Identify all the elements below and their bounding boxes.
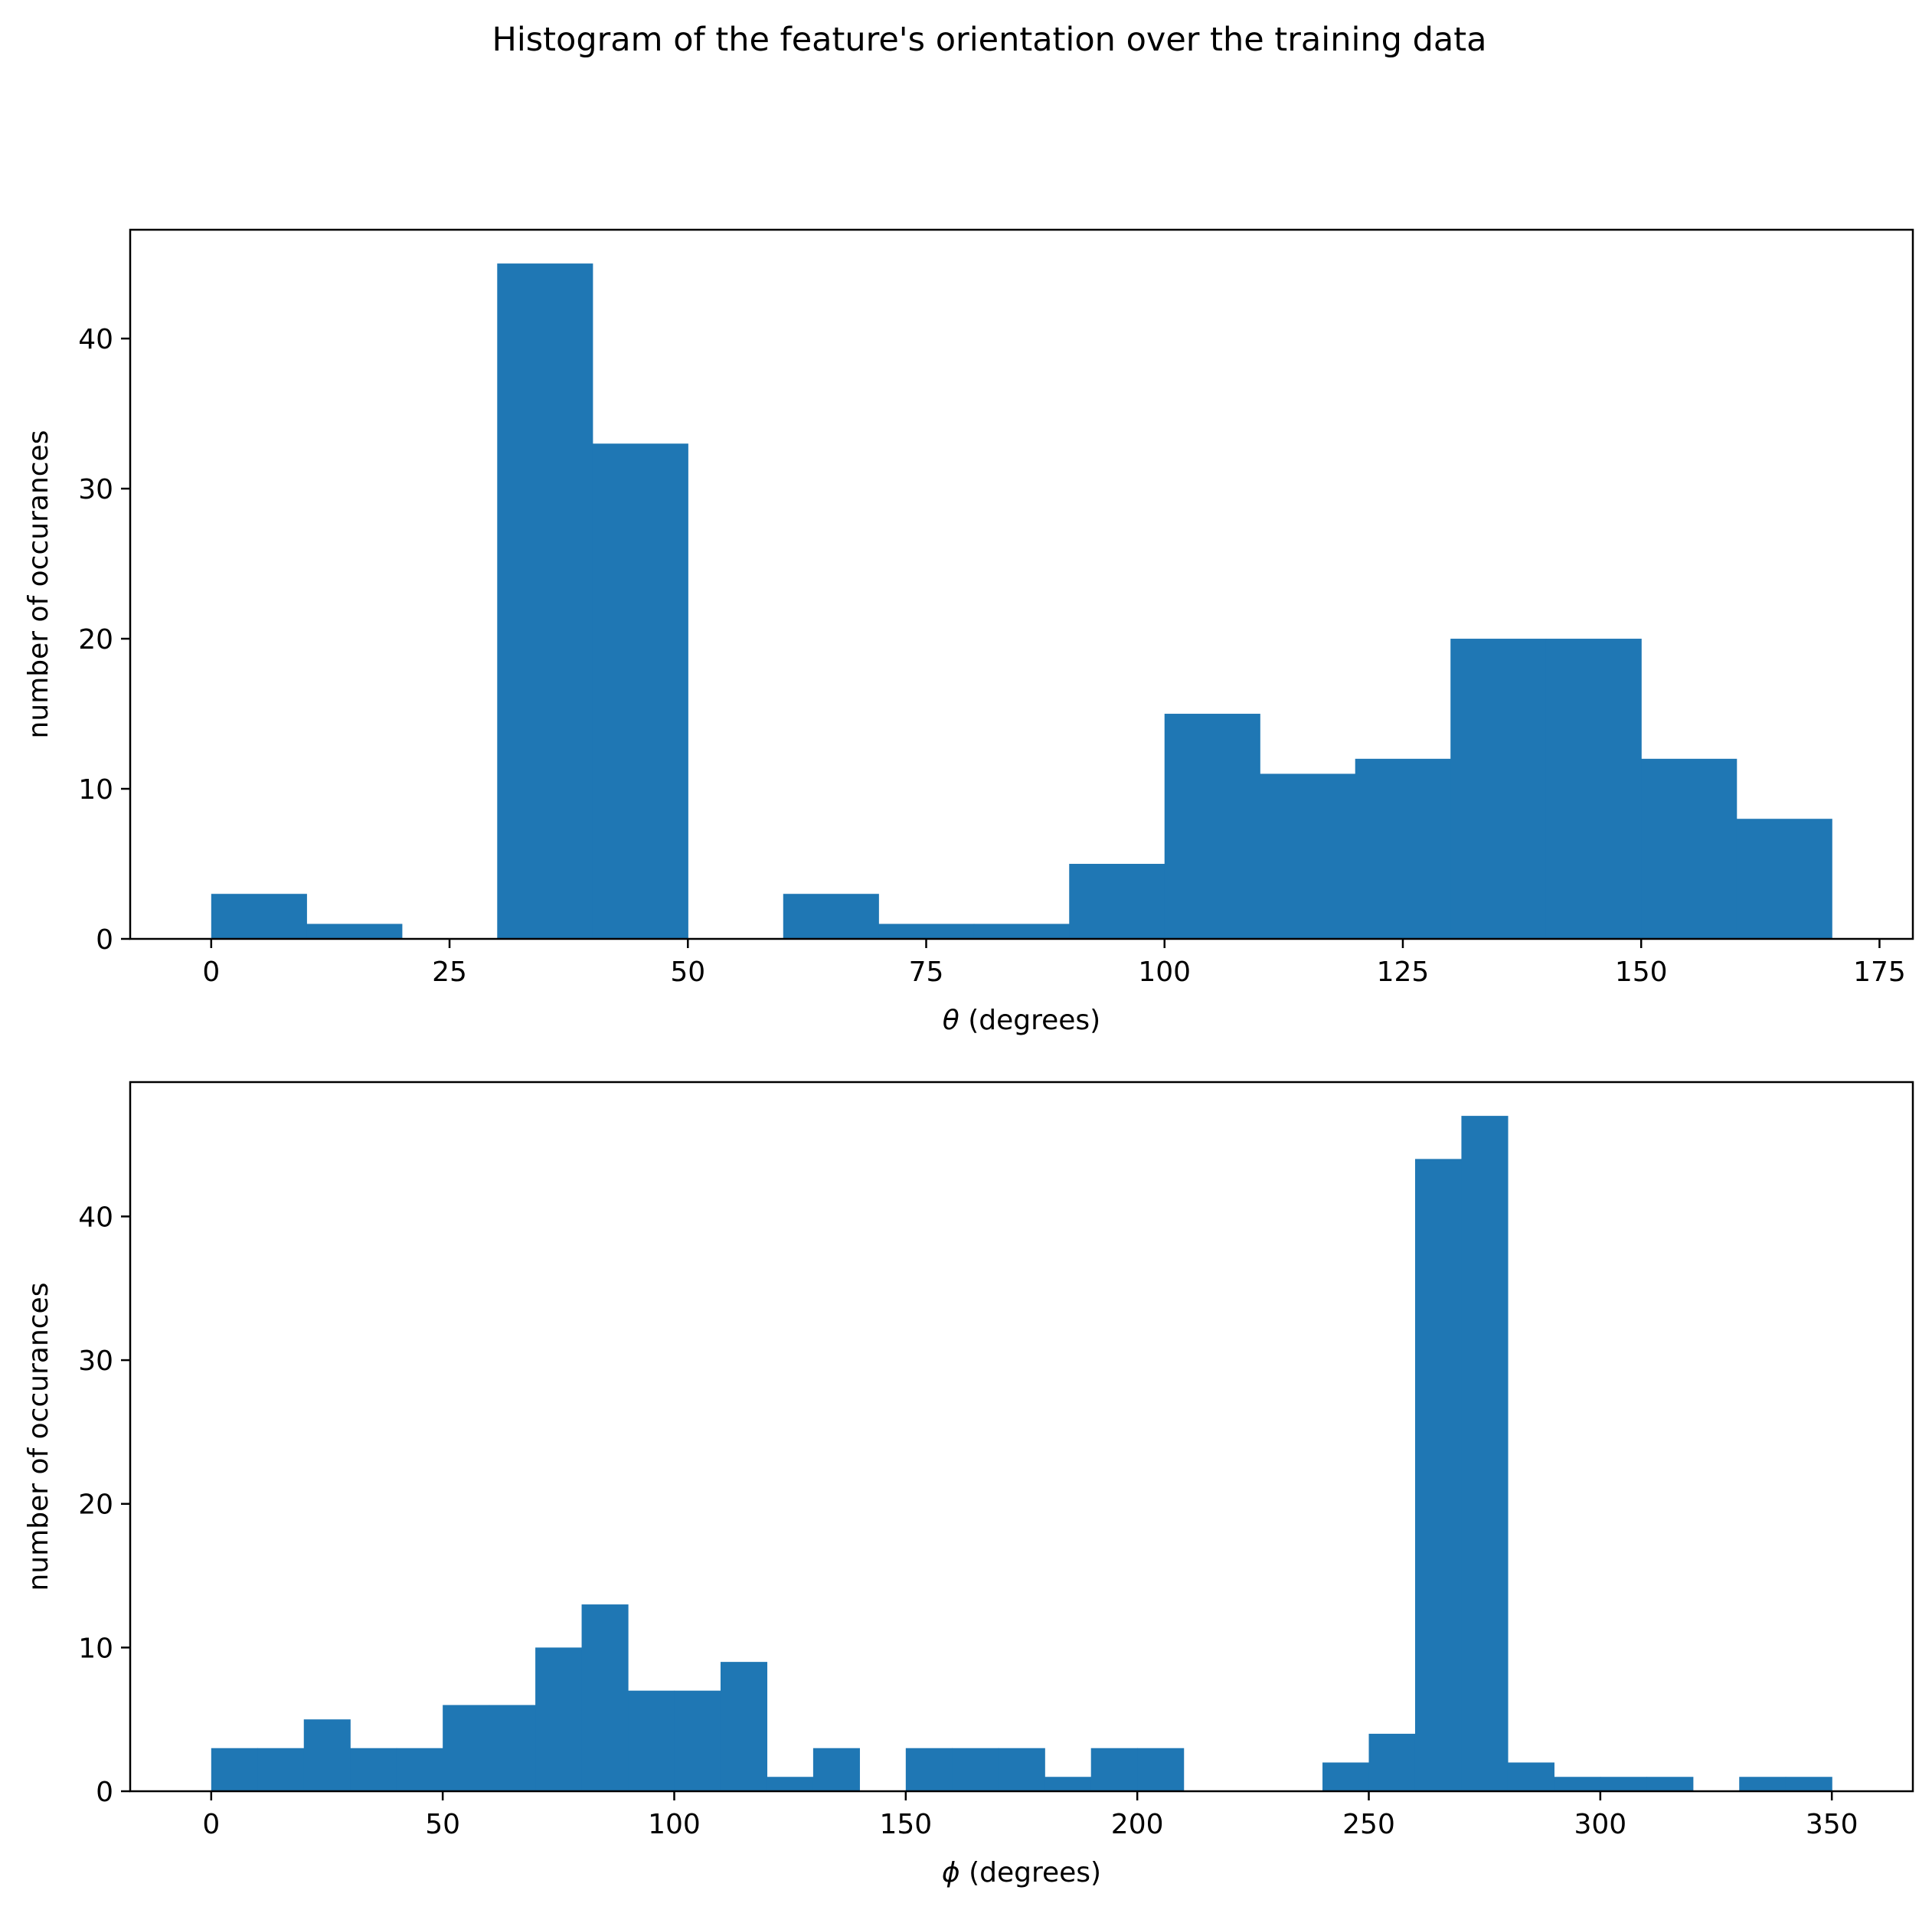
phi-bar bbox=[1414, 1159, 1463, 1791]
phi-x-tick-label: 350 bbox=[1806, 1809, 1858, 1840]
phi-bar bbox=[257, 1748, 305, 1791]
phi-bar bbox=[952, 1748, 999, 1791]
phi-x-tick-label: 100 bbox=[648, 1809, 701, 1840]
phi-bar bbox=[767, 1777, 814, 1791]
theta-x-axis: 0 25 50 75 100 125 150 175 bbox=[202, 939, 1906, 988]
theta-bar bbox=[592, 443, 688, 939]
theta-bar bbox=[1355, 758, 1451, 939]
phi-bar bbox=[489, 1705, 536, 1791]
theta-bar bbox=[1545, 639, 1642, 939]
theta-histogram: 0 25 50 75 100 125 150 175 0 10 20 30 40 θ (degrees… bbox=[23, 228, 1914, 1036]
theta-x-tick-label: 125 bbox=[1377, 956, 1430, 988]
phi-plot-frame bbox=[129, 1081, 1914, 1793]
phi-x-tick-label: 300 bbox=[1574, 1809, 1626, 1840]
theta-x-tick-label: 75 bbox=[909, 956, 944, 988]
theta-bar bbox=[306, 924, 403, 939]
phi-bar bbox=[581, 1604, 629, 1791]
chart-title: Histogram of the feature's orientation o… bbox=[492, 21, 1486, 59]
phi-bar bbox=[998, 1748, 1045, 1791]
theta-plot-frame bbox=[129, 228, 1914, 940]
phi-histogram: 0 50 100 150 200 250 300 350 0 10 20 30 40 ϕ (degre… bbox=[23, 1081, 1914, 1888]
phi-y-tick-label: 40 bbox=[78, 1202, 113, 1233]
phi-bar bbox=[1461, 1116, 1509, 1791]
theta-bar bbox=[497, 263, 593, 940]
phi-x-tick-label: 50 bbox=[425, 1809, 460, 1840]
phi-bar bbox=[1554, 1777, 1601, 1791]
theta-x-tick-label: 100 bbox=[1138, 956, 1191, 988]
phi-bar bbox=[1368, 1733, 1416, 1791]
theta-bar bbox=[1736, 819, 1832, 939]
phi-y-axis-label: number of occurances bbox=[23, 1283, 54, 1591]
theta-bar bbox=[973, 924, 1070, 939]
phi-x-axis-label: ϕ (degrees) bbox=[942, 1857, 1101, 1888]
theta-y-tick-label: 10 bbox=[78, 774, 113, 806]
theta-bar bbox=[1069, 864, 1165, 939]
theta-bar bbox=[211, 894, 307, 939]
phi-x-tick-label: 250 bbox=[1342, 1809, 1395, 1840]
phi-bar bbox=[1600, 1777, 1647, 1791]
phi-bars bbox=[211, 1116, 1832, 1791]
theta-y-tick-label: 20 bbox=[78, 624, 113, 656]
phi-y-tick-label: 20 bbox=[78, 1490, 113, 1521]
phi-bar bbox=[535, 1647, 583, 1791]
phi-bar bbox=[1739, 1777, 1787, 1791]
theta-bars bbox=[211, 263, 1832, 940]
theta-x-tick-label: 0 bbox=[202, 956, 220, 988]
phi-bar bbox=[720, 1662, 768, 1791]
phi-x-tick-label: 200 bbox=[1111, 1809, 1164, 1840]
phi-bar bbox=[628, 1690, 675, 1791]
phi-x-tick-label: 150 bbox=[879, 1809, 932, 1840]
phi-bar bbox=[443, 1705, 490, 1791]
theta-y-tick-label: 40 bbox=[78, 324, 113, 355]
theta-x-tick-label: 50 bbox=[670, 956, 705, 988]
phi-x-axis: 0 50 100 150 200 250 300 350 bbox=[202, 1791, 1858, 1840]
phi-bar bbox=[211, 1748, 258, 1791]
theta-x-tick-label: 175 bbox=[1853, 956, 1906, 988]
theta-y-axis: 0 10 20 30 40 bbox=[78, 324, 130, 956]
theta-bar bbox=[1450, 639, 1547, 939]
theta-y-tick-label: 30 bbox=[78, 474, 113, 505]
theta-bar bbox=[878, 924, 975, 939]
phi-y-tick-label: 0 bbox=[96, 1777, 113, 1808]
phi-bar bbox=[1137, 1748, 1185, 1791]
phi-y-axis: 0 10 20 30 40 bbox=[78, 1202, 130, 1808]
phi-bar bbox=[812, 1748, 860, 1791]
phi-bar bbox=[396, 1748, 443, 1791]
theta-bar bbox=[1641, 758, 1737, 939]
phi-bar bbox=[303, 1719, 351, 1791]
phi-bar bbox=[1090, 1748, 1138, 1791]
theta-x-tick-label: 150 bbox=[1615, 956, 1668, 988]
phi-bar bbox=[1507, 1762, 1554, 1791]
phi-y-tick-label: 10 bbox=[78, 1633, 113, 1664]
phi-bar bbox=[1044, 1777, 1092, 1791]
theta-x-tick-label: 25 bbox=[432, 956, 467, 988]
phi-bar bbox=[1322, 1762, 1370, 1791]
phi-x-tick-label: 0 bbox=[202, 1809, 220, 1840]
theta-bar bbox=[1164, 714, 1260, 939]
phi-bar bbox=[1646, 1777, 1694, 1791]
phi-y-tick-label: 30 bbox=[78, 1346, 113, 1377]
theta-y-axis-label: number of occurances bbox=[23, 430, 54, 739]
theta-bar bbox=[1260, 773, 1356, 939]
theta-x-axis-label: θ (degrees) bbox=[943, 1005, 1100, 1036]
theta-y-tick-label: 0 bbox=[96, 924, 113, 956]
phi-bar bbox=[674, 1690, 721, 1791]
phi-bar bbox=[905, 1748, 953, 1791]
theta-bar bbox=[783, 894, 879, 939]
phi-bar bbox=[350, 1748, 397, 1791]
phi-bar bbox=[1785, 1777, 1832, 1791]
